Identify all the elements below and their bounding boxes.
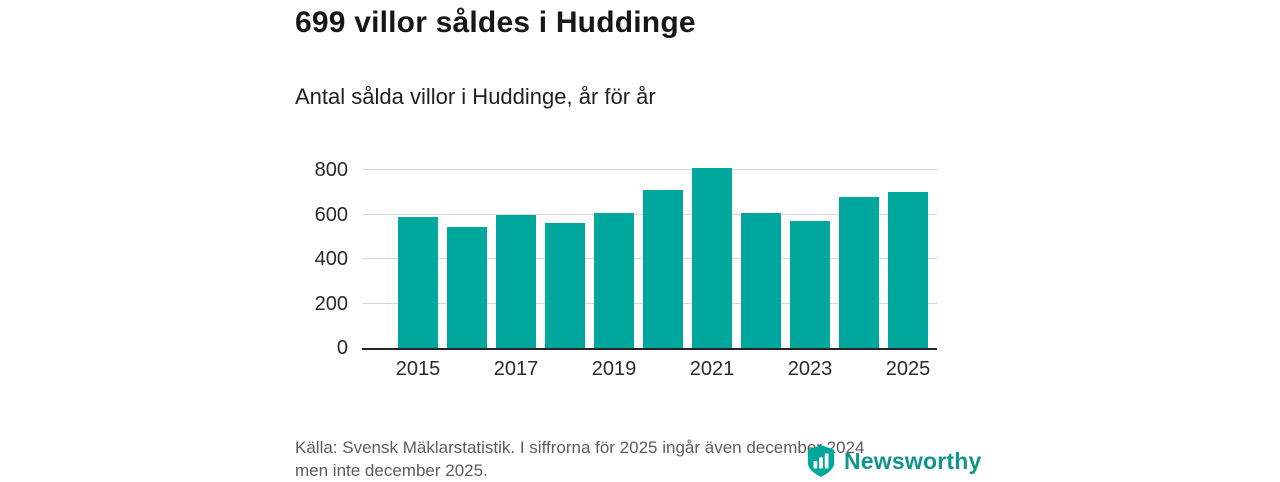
bar-chart: 0 200 400 600 800 2015 2017 2019 2021 2023 2025 [288, 150, 998, 395]
newsworthy-wordmark: Newsworthy [844, 447, 982, 474]
x-tick-label-2021: 2021 [689, 358, 735, 380]
newsworthy-logo: Newsworthy [806, 444, 981, 478]
bar-2021 [692, 167, 732, 348]
y-tick-label-200: 200 [314, 292, 348, 315]
x-tick-label-2025: 2025 [885, 358, 931, 380]
source-note-line1: Källa: Svensk Mäklarstatistik. I siffror… [295, 438, 865, 457]
y-tick-label-800: 800 [314, 159, 348, 181]
x-tick-label-2019: 2019 [591, 358, 637, 380]
source-note: Källa: Svensk Mäklarstatistik. I siffror… [295, 436, 864, 482]
gridline-800 [362, 169, 937, 170]
chart-subtitle: Antal sålda villor i Huddinge, år för år [295, 84, 656, 109]
bar-2025 [888, 192, 928, 348]
plot-area: 0 200 400 600 800 2015 2017 2019 2021 2023 2025 [315, 159, 937, 380]
bar-2016 [447, 226, 487, 348]
bar-2022 [741, 213, 781, 348]
newsworthy-shield-icon [806, 444, 836, 478]
y-tick-label-0: 0 [336, 337, 348, 359]
bar-2019 [594, 213, 634, 348]
bar-2023 [790, 221, 830, 348]
bar-2020 [643, 190, 683, 348]
bar-2024 [839, 196, 879, 348]
y-tick-label-400: 400 [314, 248, 348, 270]
x-tick-label-2017: 2017 [493, 358, 539, 380]
x-tick-label-2015: 2015 [395, 358, 441, 380]
y-tick-label-600: 600 [314, 203, 348, 226]
x-tick-label-2023: 2023 [787, 358, 833, 380]
bar-2015 [398, 216, 438, 348]
source-note-line2: men inte december 2025. [295, 461, 488, 480]
bar-2018 [545, 223, 585, 348]
bar-2017 [496, 214, 536, 348]
chart-title: 699 villor såldes i Huddinge [295, 6, 696, 39]
